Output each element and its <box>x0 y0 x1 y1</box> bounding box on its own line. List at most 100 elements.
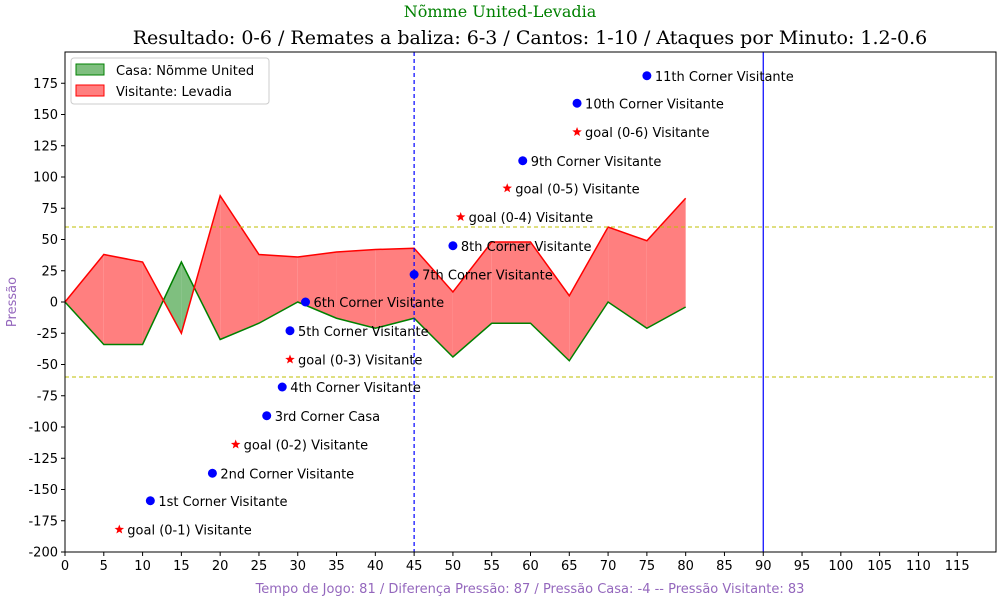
event-label: 6th Corner Visitante <box>314 296 445 311</box>
x-tick-label: 70 <box>600 559 617 574</box>
x-tick-label: 115 <box>945 559 970 574</box>
event-label: 8th Corner Visitante <box>461 240 592 255</box>
corner-dot-marker <box>285 326 295 336</box>
corner-dot-marker <box>642 71 652 81</box>
goal-star-marker <box>114 524 125 534</box>
y-tick-label: -75 <box>37 389 58 404</box>
corner-dot-marker <box>207 468 217 478</box>
x-tick-label: 60 <box>522 559 539 574</box>
legend-swatch-visitante <box>75 84 105 97</box>
x-tick-label: 30 <box>289 559 306 574</box>
area-segment <box>452 242 492 357</box>
y-tick-label: -175 <box>28 514 58 529</box>
area-segment <box>163 262 182 334</box>
event-label: 9th Corner Visitante <box>531 155 662 170</box>
area-segment <box>181 262 195 334</box>
x-tick-label: 10 <box>134 559 151 574</box>
area-segment <box>414 248 453 357</box>
goal-star-marker <box>502 183 512 193</box>
y-tick-label: 75 <box>41 202 58 217</box>
y-tick-label: 100 <box>33 171 58 186</box>
corner-dot-marker <box>518 156 528 166</box>
legend-label-casa: Casa: Nõmme United <box>116 64 254 79</box>
event-label: goal (0-1) Visitante <box>127 524 251 539</box>
area-segment <box>103 254 143 345</box>
event-label: 7th Corner Visitante <box>422 269 553 284</box>
area-segment <box>220 195 259 340</box>
y-tick-label: 125 <box>33 139 58 154</box>
y-tick-label: -50 <box>37 358 58 373</box>
y-axis-label: Pressão <box>5 277 20 327</box>
area-segment <box>142 262 164 345</box>
x-tick-label: 0 <box>61 559 69 574</box>
area-segment <box>491 242 531 324</box>
x-tick-label: 95 <box>794 559 811 574</box>
legend-label-visitante: Visitante: Levadia <box>116 85 232 100</box>
x-tick-label: 40 <box>367 559 384 574</box>
x-tick-label: 110 <box>906 559 931 574</box>
legend-swatch-casa <box>75 63 105 76</box>
y-tick-label: -125 <box>28 452 58 467</box>
area-segment <box>258 254 298 324</box>
y-tick-label: 0 <box>50 296 58 311</box>
area-segment <box>569 227 609 361</box>
corner-dot-marker <box>301 297 311 307</box>
corner-dot-marker <box>572 98 582 108</box>
event-label: 11th Corner Visitante <box>655 70 794 85</box>
x-tick-label: 50 <box>445 559 462 574</box>
y-tick-label: -200 <box>28 546 58 561</box>
y-tick-label: 175 <box>33 77 58 92</box>
event-label: 3rd Corner Casa <box>275 410 380 425</box>
x-tick-label: 35 <box>328 559 345 574</box>
goal-star-marker <box>230 439 241 449</box>
area-segment <box>530 242 570 361</box>
area-segment <box>646 198 686 329</box>
event-label: 4th Corner Visitante <box>290 381 421 396</box>
y-tick-label: -150 <box>28 483 58 498</box>
area-segment <box>375 248 415 329</box>
y-tick-label: -100 <box>28 421 58 436</box>
legend: Casa: Nõmme United Visitante: Levadia <box>70 57 270 105</box>
event-label: goal (0-6) Visitante <box>585 126 709 141</box>
event-label: goal (0-2) Visitante <box>244 439 368 454</box>
corner-dot-marker <box>262 411 272 421</box>
y-tick-label: 150 <box>33 108 58 123</box>
event-label: goal (0-5) Visitante <box>515 182 639 197</box>
x-tick-label: 55 <box>483 559 500 574</box>
x-tick-label: 15 <box>173 559 190 574</box>
event-label: 5th Corner Visitante <box>298 325 429 340</box>
x-tick-label: 45 <box>406 559 423 574</box>
event-label: 10th Corner Visitante <box>585 97 724 112</box>
x-tick-label: 105 <box>867 559 892 574</box>
x-tick-label: 25 <box>251 559 268 574</box>
y-tick-label: -25 <box>37 327 58 342</box>
area-segment <box>65 254 104 345</box>
y-tick-label: 25 <box>41 264 58 279</box>
casa-pressure-line <box>64 260 687 362</box>
x-tick-label: 100 <box>828 559 853 574</box>
visitante-pressure-line <box>64 193 687 336</box>
legend-frame <box>70 57 270 105</box>
corner-dot-marker <box>145 496 155 506</box>
y-tick-label: 50 <box>41 233 58 248</box>
x-axis-label: Tempo de Jogo: 81 / Diferença Pressão: 8… <box>255 582 805 597</box>
x-tick-label: 5 <box>100 559 108 574</box>
event-label: 1st Corner Visitante <box>158 495 287 510</box>
x-tick-label: 20 <box>212 559 229 574</box>
x-tick-label: 75 <box>639 559 656 574</box>
corner-dot-marker <box>448 241 458 251</box>
x-tick-label: 85 <box>716 559 733 574</box>
corner-dot-marker <box>277 382 287 392</box>
x-tick-label: 80 <box>677 559 694 574</box>
x-tick-label: 65 <box>561 559 578 574</box>
area-segment <box>336 249 376 329</box>
goal-star-marker <box>455 212 466 222</box>
area-segment <box>608 227 647 329</box>
goal-star-marker <box>572 127 582 137</box>
event-label: goal (0-4) Visitante <box>469 211 593 226</box>
x-tick-label: 90 <box>755 559 772 574</box>
chart-title: Resultado: 0-6 / Remates a baliza: 6-3 /… <box>133 27 928 49</box>
area-segment <box>194 195 221 340</box>
chart-suptitle: Nõmme United-Levadia <box>404 2 597 21</box>
